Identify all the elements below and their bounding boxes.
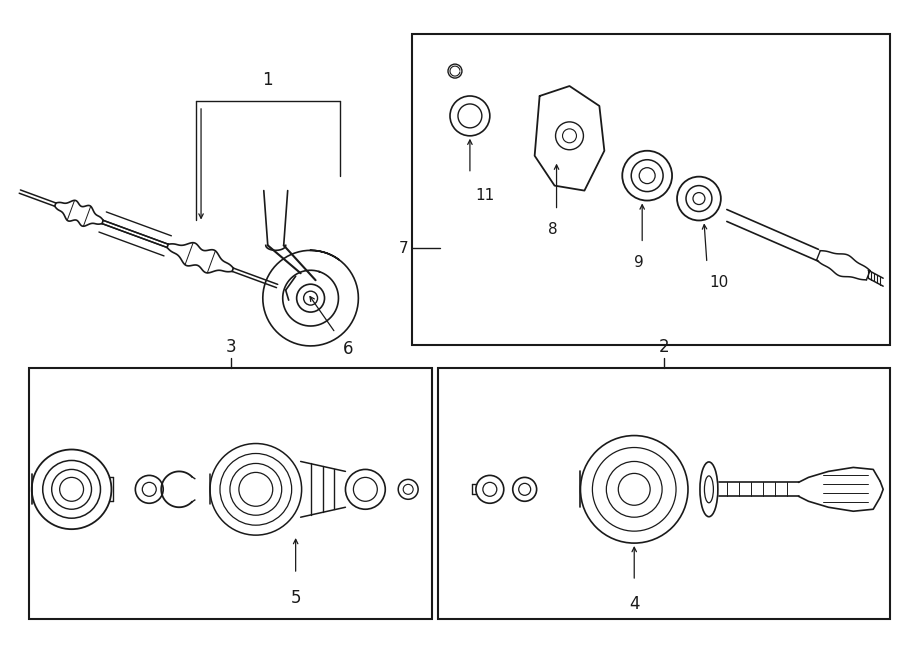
Text: 3: 3 [226,338,236,356]
Text: 9: 9 [634,255,644,270]
Text: 10: 10 [709,275,728,290]
Text: 1: 1 [263,71,273,89]
Bar [29,368,432,619]
Text: 7: 7 [399,241,409,256]
Bar [412,34,890,345]
Text: 2: 2 [659,338,670,356]
Text: 6: 6 [343,340,353,358]
Text: 11: 11 [475,188,494,203]
Text: 5: 5 [291,589,301,607]
Text: 4: 4 [629,595,640,613]
Text: 8: 8 [548,223,557,237]
Bar [438,368,890,619]
